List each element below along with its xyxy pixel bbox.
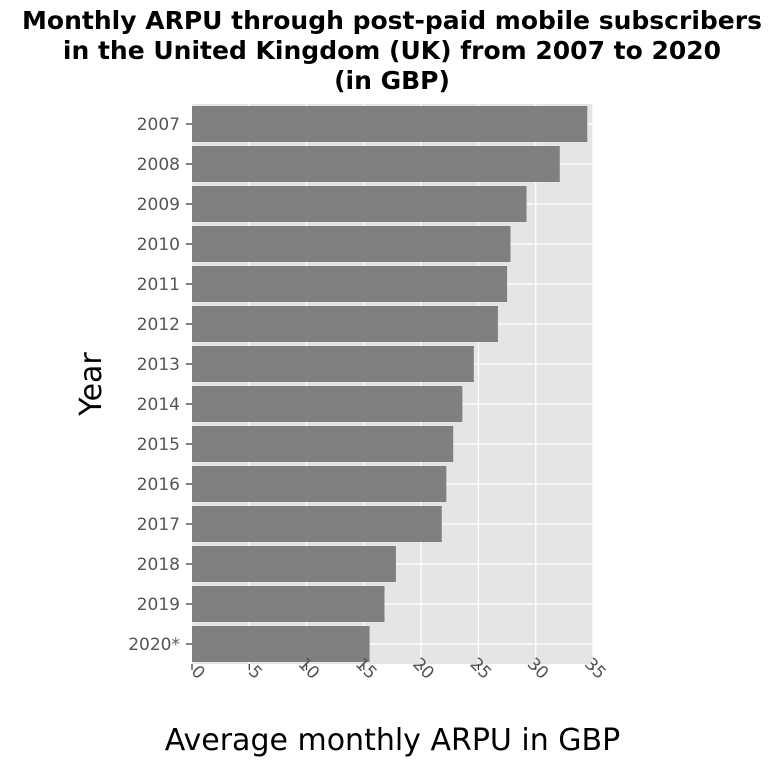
x-tick-label: 5 — [244, 662, 266, 684]
chart-title: Monthly ARPU through post-paid mobile su… — [0, 6, 784, 96]
y-tick-label: 2009 — [137, 195, 180, 215]
y-tick-label: 2008 — [137, 155, 180, 175]
y-tick-label: 2014 — [137, 395, 180, 415]
y-tick-label: 2018 — [137, 555, 180, 575]
bar-2012 — [192, 306, 498, 342]
y-tick-label: 2016 — [137, 475, 180, 495]
chart-title-line-2: in the United Kingdom (UK) from 2007 to … — [62, 36, 722, 65]
bar-2018 — [192, 546, 396, 582]
bar-2011 — [192, 266, 508, 302]
y-tick-label: 2012 — [137, 315, 180, 335]
bar-2015 — [192, 426, 454, 462]
bar-2008 — [192, 146, 560, 182]
bar-2010 — [192, 226, 511, 262]
bar-2019 — [192, 586, 385, 622]
y-tick-label: 2015 — [137, 435, 180, 455]
y-tick-label: 2010 — [137, 235, 180, 255]
y-axis-title: Year — [74, 352, 109, 417]
y-tick-label: 2013 — [137, 355, 180, 375]
bar-2009 — [192, 186, 527, 222]
bar-2020 — [192, 626, 370, 662]
bar-2017 — [192, 506, 442, 542]
chart-title-line-1: Monthly ARPU through post-paid mobile su… — [22, 6, 762, 35]
y-axis: 2007 2008 2009 2010 2011 2012 2013 2014 2015 2016… — [128, 115, 192, 655]
chart-title-line-3: (in GBP) — [334, 66, 450, 95]
bar-2014 — [192, 386, 463, 422]
bar-2013 — [192, 346, 474, 382]
bars — [192, 106, 588, 662]
bar-2007 — [192, 106, 588, 142]
y-tick-label: 2019 — [137, 595, 180, 615]
y-tick-label: 2020* — [128, 635, 180, 655]
y-tick-label: 2007 — [137, 115, 180, 135]
bar-2016 — [192, 466, 447, 502]
x-axis-title: Average monthly ARPU in GBP — [165, 723, 620, 758]
y-tick-label: 2011 — [137, 275, 180, 295]
x-tick-label: 0 — [187, 662, 209, 684]
y-tick-label: 2017 — [137, 515, 180, 535]
